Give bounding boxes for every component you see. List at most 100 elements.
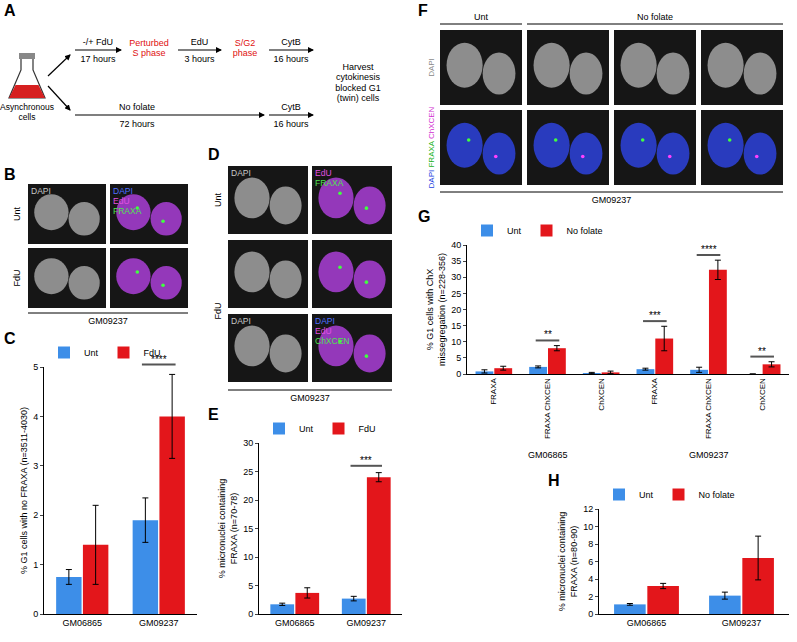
svg-text:GM06865: GM06865 (528, 450, 568, 460)
svg-text:6: 6 (588, 557, 593, 567)
svg-text:ChXCEN: ChXCEN (315, 336, 349, 346)
svg-text:G: G (418, 208, 430, 225)
svg-text:FRAXA ChXCEN: FRAXA ChXCEN (543, 378, 552, 439)
svg-text:16 hours: 16 hours (273, 119, 309, 129)
svg-text:GM06865: GM06865 (275, 618, 315, 628)
svg-text:GM09237: GM09237 (139, 618, 179, 628)
svg-text:GM06865: GM06865 (627, 618, 667, 628)
svg-text:A: A (4, 2, 16, 19)
svg-text:25: 25 (243, 467, 253, 477)
svg-text:-/+ FdU: -/+ FdU (83, 37, 113, 47)
svg-text:4: 4 (33, 412, 38, 422)
svg-text:10: 10 (243, 552, 253, 562)
svg-text:DAPI: DAPI (231, 316, 251, 326)
svg-text:3: 3 (33, 461, 38, 471)
svg-text:0: 0 (456, 369, 461, 379)
svg-text:E: E (208, 406, 219, 423)
svg-text:5: 5 (248, 581, 253, 591)
svg-text:FdU: FdU (213, 302, 223, 319)
svg-text:CytB: CytB (281, 102, 301, 112)
svg-text:FdU: FdU (12, 269, 22, 286)
svg-text:Harvest: Harvest (342, 62, 374, 72)
svg-text:Unt: Unt (12, 207, 22, 222)
svg-text:FRAXA: FRAXA (113, 206, 142, 216)
svg-text:S phase: S phase (132, 48, 165, 58)
svg-text:cells: cells (18, 112, 35, 122)
svg-text:Unt: Unt (507, 226, 522, 236)
svg-text:DAPI: DAPI (427, 58, 436, 77)
svg-text:5: 5 (33, 362, 38, 372)
svg-text:FRAXA: FRAXA (489, 378, 498, 405)
svg-text:****: **** (701, 244, 717, 255)
svg-text:5: 5 (456, 353, 461, 363)
svg-text:phase: phase (233, 48, 258, 58)
svg-text:GM09237: GM09237 (689, 450, 729, 460)
svg-text:17 hours: 17 hours (80, 54, 116, 64)
svg-text:12: 12 (583, 504, 593, 514)
svg-text:0: 0 (248, 609, 253, 619)
svg-text:EdU: EdU (315, 326, 332, 336)
svg-text:cytokinesis: cytokinesis (336, 72, 381, 82)
svg-text:20: 20 (451, 305, 461, 315)
svg-text:DAPI FRAXA ChXCEN: DAPI FRAXA ChXCEN (427, 106, 436, 188)
svg-text:D: D (208, 146, 220, 163)
svg-text:1: 1 (33, 560, 38, 570)
svg-text:DAPI: DAPI (315, 316, 335, 326)
svg-text:30: 30 (243, 438, 253, 448)
svg-text:DAPI: DAPI (231, 168, 251, 178)
svg-text:15: 15 (451, 321, 461, 331)
svg-text:FRAXA: FRAXA (315, 178, 344, 188)
svg-text:Perturbed: Perturbed (129, 38, 169, 48)
svg-text:DAPI: DAPI (113, 186, 133, 196)
svg-text:% G1 cells with ChXmissegregat: % G1 cells with ChXmissegregation (n=228… (425, 253, 447, 366)
svg-text:****: **** (151, 354, 167, 365)
svg-text:2: 2 (588, 592, 593, 602)
svg-text:ChXCEN: ChXCEN (758, 378, 767, 411)
svg-text:10: 10 (583, 522, 593, 532)
svg-text:GM09237: GM09237 (592, 195, 632, 205)
svg-text:No folate: No folate (637, 12, 673, 22)
svg-text:EdU: EdU (191, 37, 209, 47)
svg-text:F: F (418, 2, 428, 19)
svg-text:GM09237: GM09237 (88, 316, 128, 326)
svg-text:***: *** (649, 310, 661, 321)
svg-text:40: 40 (451, 240, 461, 250)
svg-text:GM06865: GM06865 (62, 618, 102, 628)
svg-text:16 hours: 16 hours (273, 54, 309, 64)
svg-text:C: C (4, 330, 16, 347)
svg-text:CytB: CytB (281, 37, 301, 47)
svg-text:2: 2 (33, 510, 38, 520)
svg-text:72 hours: 72 hours (119, 119, 155, 129)
svg-text:(twin) cells: (twin) cells (337, 93, 380, 103)
svg-text:H: H (548, 472, 560, 489)
svg-text:3 hours: 3 hours (184, 54, 215, 64)
svg-text:DAPI: DAPI (31, 186, 51, 196)
svg-text:GM09237: GM09237 (346, 618, 386, 628)
svg-text:% micronuclei containingFRAXA: % micronuclei containingFRAXA (n=70-78) (217, 479, 239, 579)
svg-text:No folate: No folate (567, 226, 603, 236)
svg-text:25: 25 (451, 289, 461, 299)
svg-text:10: 10 (451, 337, 461, 347)
svg-text:**: ** (544, 329, 552, 340)
svg-text:Asynchronous: Asynchronous (0, 102, 54, 112)
svg-text:% micronuclei containingFRAXA: % micronuclei containingFRAXA (n=80-90) (557, 512, 579, 612)
svg-text:EdU: EdU (315, 168, 332, 178)
svg-text:8: 8 (588, 539, 593, 549)
svg-text:20: 20 (243, 495, 253, 505)
svg-text:Unt: Unt (84, 348, 99, 358)
svg-text:**: ** (758, 346, 766, 357)
svg-text:0: 0 (33, 609, 38, 619)
svg-text:FdU: FdU (144, 348, 161, 358)
svg-text:ChXCEN: ChXCEN (597, 378, 606, 411)
svg-text:B: B (4, 166, 16, 183)
svg-text:No folate: No folate (119, 102, 155, 112)
svg-text:GM09237: GM09237 (290, 393, 330, 403)
svg-text:FdU: FdU (359, 424, 376, 434)
svg-text:GM09237: GM09237 (722, 618, 762, 628)
svg-text:Unt: Unt (299, 424, 314, 434)
svg-text:No folate: No folate (699, 490, 735, 500)
svg-text:S/G2: S/G2 (235, 38, 256, 48)
svg-text:Unt: Unt (213, 193, 223, 208)
svg-text:0: 0 (588, 609, 593, 619)
svg-text:35: 35 (451, 256, 461, 266)
